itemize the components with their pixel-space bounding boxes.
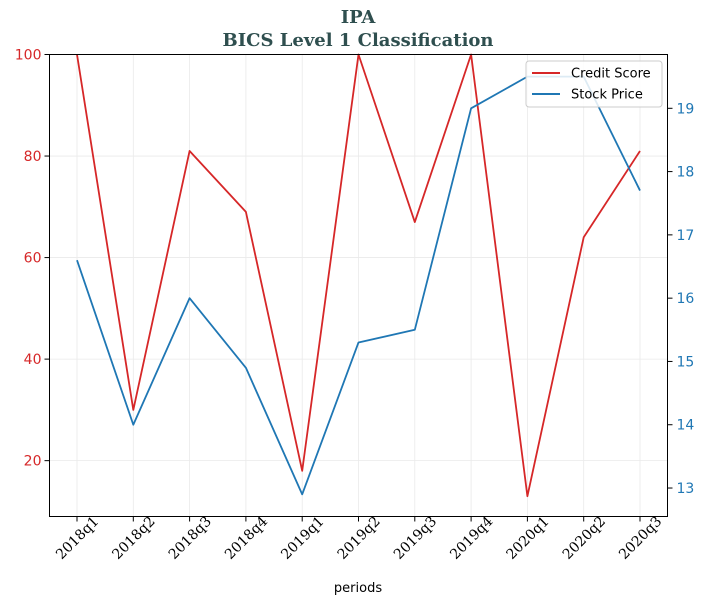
y-right-tick-label: 15 [677, 354, 695, 370]
y-right-tick-label: 16 [677, 291, 695, 307]
x-tick-label: 2018q2 [109, 514, 158, 563]
chart-title: IPA [341, 7, 377, 28]
y-right-tick-label: 19 [677, 101, 695, 117]
y-right-tick-label: 17 [677, 228, 695, 244]
legend-label-credit-score: Credit Score [571, 67, 651, 82]
y-right-tick-label: 18 [677, 165, 695, 181]
legend-label-stock-price: Stock Price [571, 88, 643, 103]
grid [49, 54, 668, 517]
legend: Credit Score Stock Price [525, 60, 663, 108]
y-left-tick-label: 20 [24, 454, 42, 470]
y-right-tick-label: 13 [677, 481, 695, 497]
x-tick-label: 2020q3 [616, 514, 665, 563]
x-tick-label: 2018q1 [53, 514, 102, 563]
y-right-tick-label: 14 [677, 418, 695, 434]
chart-subtitle: BICS Level 1 Classification [222, 30, 493, 51]
x-tick-label: 2018q4 [222, 514, 271, 563]
y-left-tick-label: 80 [24, 149, 42, 165]
x-tick-label: 2019q1 [278, 514, 327, 563]
x-tick-label: 2018q3 [166, 514, 215, 563]
y-left-tick-label: 100 [15, 48, 42, 64]
x-axis-label: periods [334, 581, 382, 596]
x-tick-label: 2019q3 [391, 514, 440, 563]
x-tick-label: 2019q4 [447, 514, 496, 563]
y-left-tick-label: 40 [24, 352, 42, 368]
x-tick-label: 2020q1 [504, 514, 553, 563]
x-tick-label: 2019q2 [335, 514, 384, 563]
y-left-tick-label: 60 [24, 251, 42, 267]
x-tick-label: 2020q2 [560, 514, 609, 563]
